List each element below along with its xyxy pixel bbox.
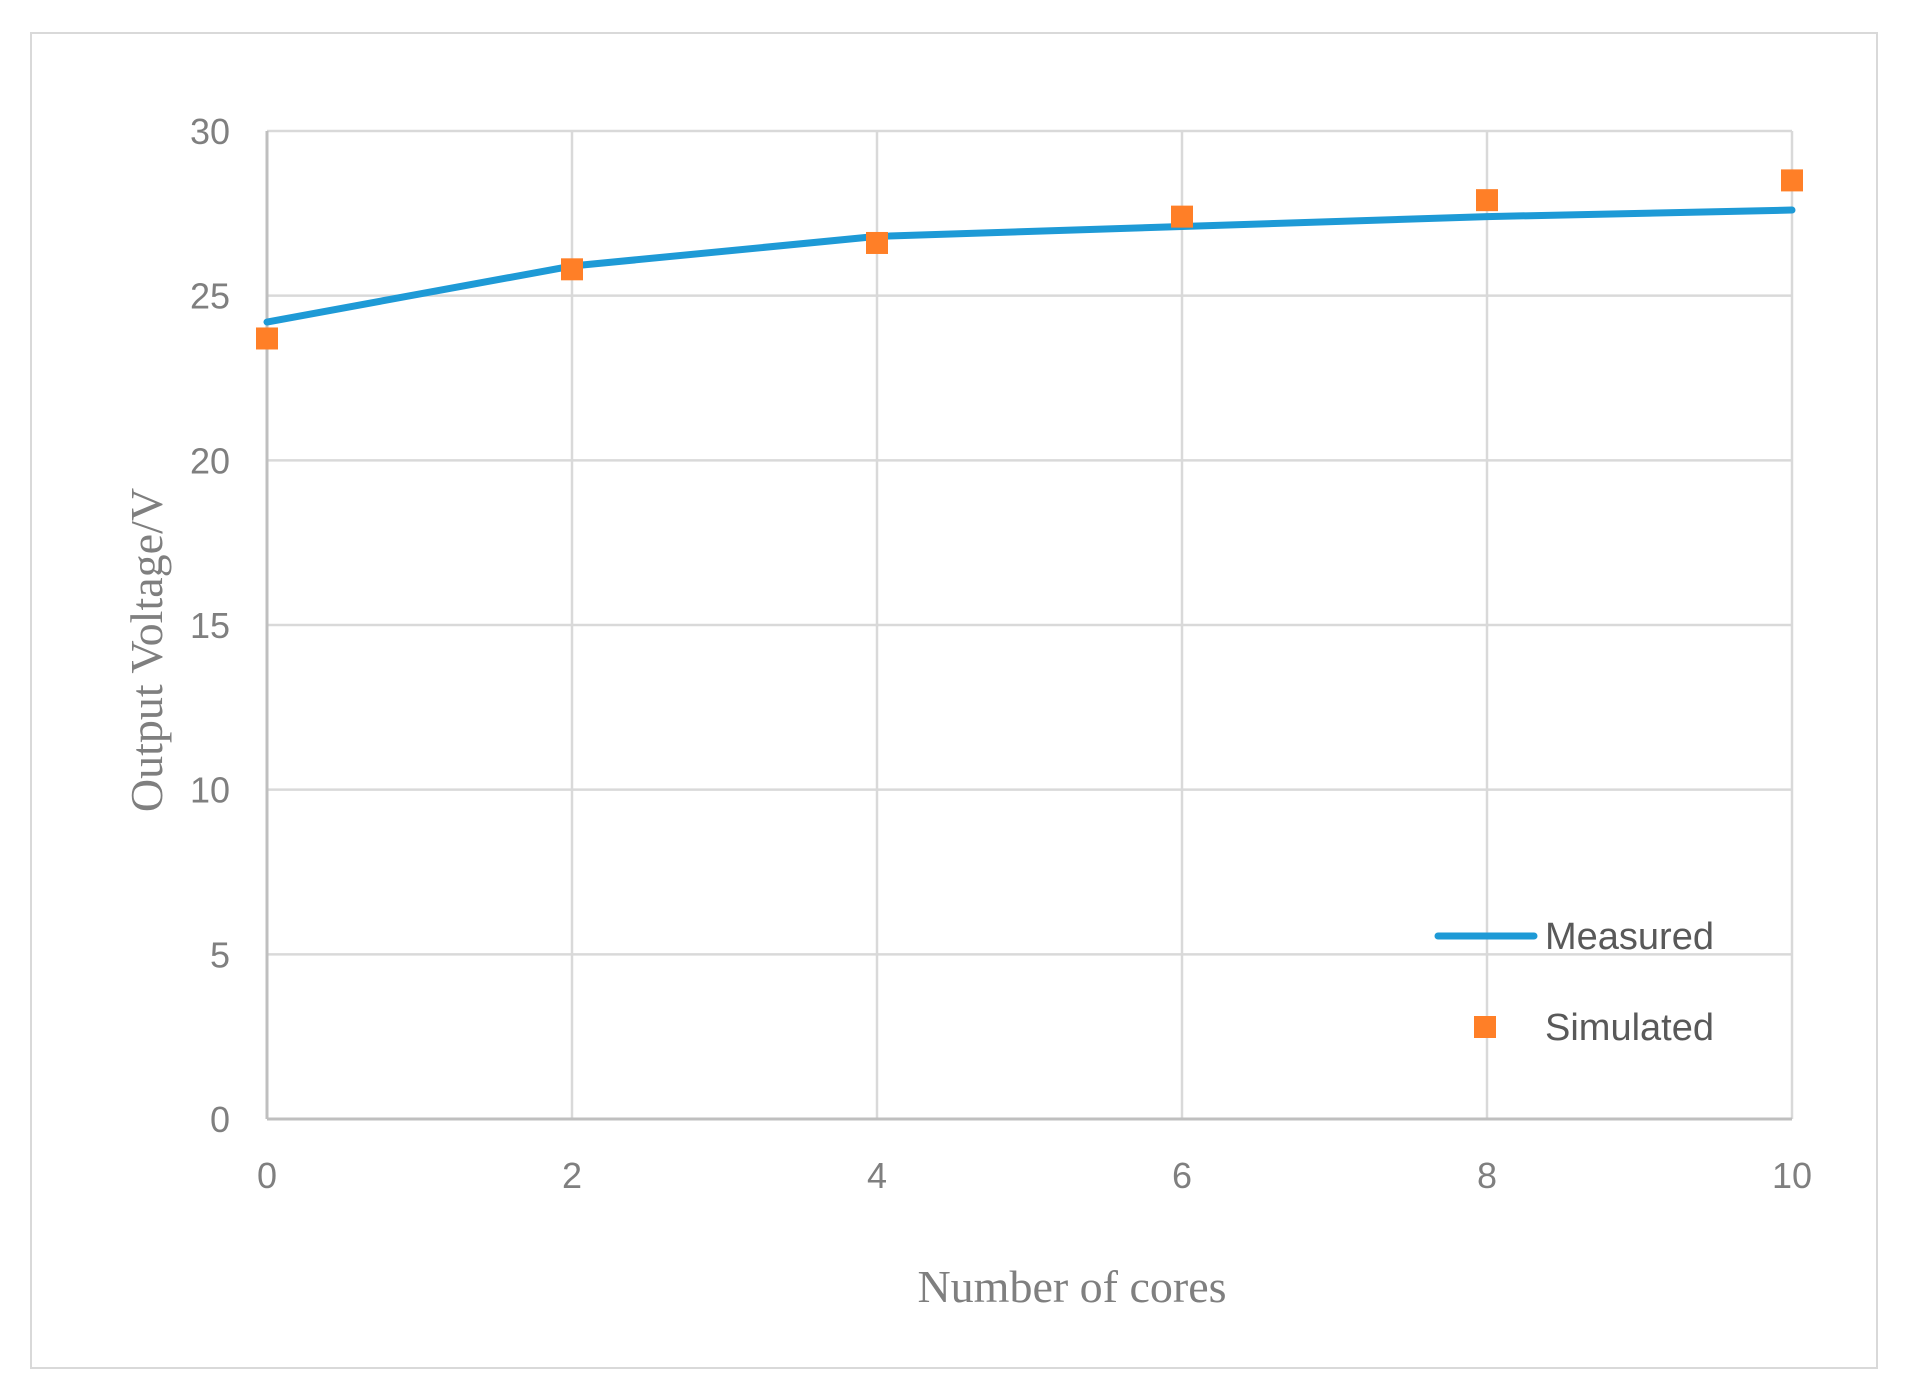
x-axis-title: Number of cores bbox=[917, 1261, 1226, 1312]
series-line-measured bbox=[263, 206, 1796, 326]
y-tick-label-20: 20 bbox=[190, 440, 230, 481]
simulated-point-6 bbox=[1171, 205, 1193, 228]
x-tick-label-10: 10 bbox=[1772, 1155, 1812, 1196]
axis-layer bbox=[265, 131, 1792, 1121]
simulated-point-4 bbox=[866, 231, 888, 254]
label-layer: 0 5 10 15 20 25 30 0 2 4 6 8 10 bbox=[190, 111, 1812, 1196]
legend-simulated-label: Simulated bbox=[1545, 1007, 1714, 1049]
chart-frame bbox=[30, 32, 1878, 1369]
simulated-point-2 bbox=[561, 258, 583, 281]
simulated-point-8 bbox=[1476, 189, 1498, 212]
y-tick-label-0: 0 bbox=[210, 1099, 230, 1140]
x-tick-label-2: 2 bbox=[562, 1155, 582, 1196]
legend: Measured Simulated bbox=[1434, 916, 1714, 1049]
legend-measured-label: Measured bbox=[1545, 916, 1714, 958]
simulated-point-10 bbox=[1781, 169, 1803, 192]
series-layer bbox=[256, 169, 1803, 350]
x-tick-label-0: 0 bbox=[257, 1155, 277, 1196]
x-tick-label-4: 4 bbox=[867, 1155, 887, 1196]
y-tick-label-10: 10 bbox=[190, 770, 230, 811]
simulated-point-0 bbox=[256, 327, 278, 350]
y-tick-label-30: 30 bbox=[190, 111, 230, 152]
y-tick-label-5: 5 bbox=[210, 934, 230, 975]
x-tick-label-6: 6 bbox=[1172, 1155, 1192, 1196]
legend-simulated-swatch bbox=[1474, 1016, 1496, 1038]
y-tick-label-25: 25 bbox=[190, 276, 230, 317]
y-tick-label-15: 15 bbox=[190, 605, 230, 646]
x-tick-label-8: 8 bbox=[1477, 1155, 1497, 1196]
grid-layer bbox=[267, 129, 1794, 1119]
y-axis-title: Output Voltage/V bbox=[121, 488, 172, 812]
